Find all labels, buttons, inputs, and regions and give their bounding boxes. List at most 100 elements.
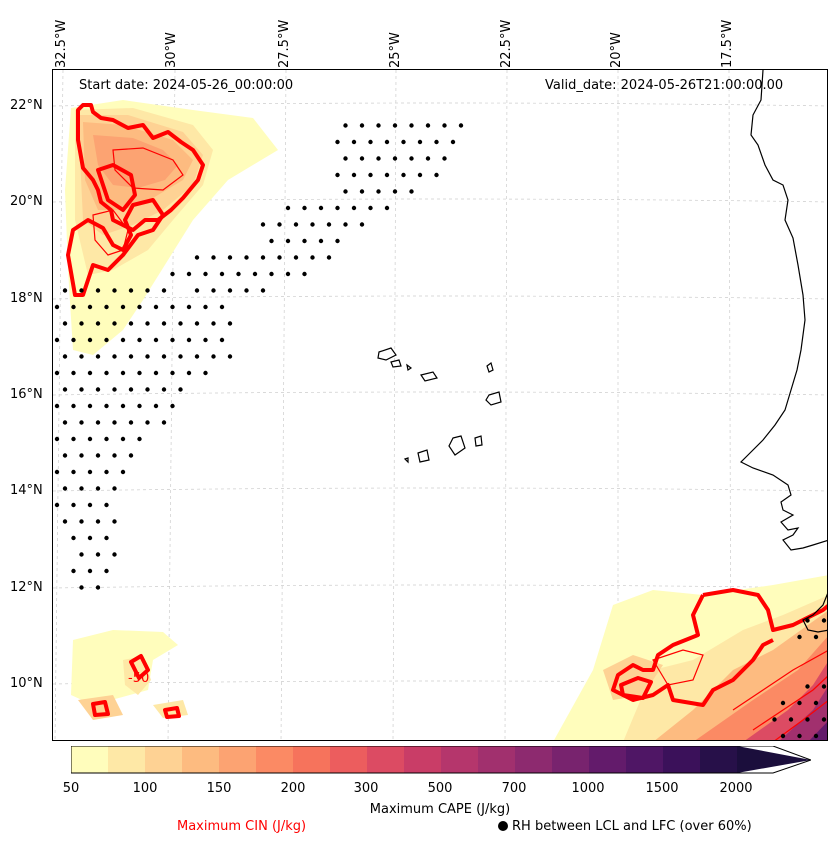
- rh-dot: [318, 205, 324, 211]
- rh-dot: [79, 354, 84, 359]
- rh-dot: [145, 420, 150, 425]
- colorbar-segment: [219, 746, 257, 773]
- rh-dot: [401, 172, 406, 178]
- rh-dot: [186, 271, 192, 277]
- rh-dot: [145, 288, 150, 293]
- rh-dot: [87, 568, 93, 574]
- rh-dot: [797, 700, 802, 706]
- rh-dot: [71, 337, 76, 343]
- rh-dot: [277, 222, 282, 227]
- rh-dot: [442, 123, 447, 128]
- rh-dot: [318, 238, 324, 244]
- rh-dot: [227, 354, 233, 359]
- rh-dot: [359, 156, 365, 161]
- rh-dot: [112, 420, 117, 425]
- rh-dot: [54, 469, 60, 475]
- rh-dot: [104, 568, 109, 574]
- rh-dot: [392, 189, 398, 194]
- rh-dot: [95, 519, 101, 524]
- rh-dot: [87, 337, 93, 343]
- rh-dot: [211, 321, 216, 326]
- rh-dot: [137, 370, 142, 376]
- rh-dot: [95, 453, 101, 458]
- rh-dot: [54, 370, 60, 376]
- rh-dot: [120, 469, 126, 475]
- map-canvas: -50: [53, 70, 827, 740]
- rh-dot: [137, 403, 142, 409]
- rh-dot: [87, 304, 93, 310]
- rh-dot: [821, 684, 827, 689]
- rh-dot: [170, 271, 175, 277]
- rh-dot: [120, 337, 126, 343]
- rh-dot: [128, 387, 134, 392]
- colorbar-segments: [71, 746, 811, 773]
- rh-dot: [71, 469, 76, 475]
- rh-dot: [392, 123, 398, 128]
- rh-dot: [194, 255, 200, 260]
- rh-dot: [343, 123, 348, 128]
- rh-dot: [120, 370, 126, 376]
- rh-dot: [71, 436, 76, 442]
- rh-dot: [112, 486, 117, 491]
- rh-dot: [95, 288, 101, 293]
- colorbar-segment: [589, 746, 627, 773]
- rh-dot: [417, 172, 423, 178]
- rh-dot: [335, 205, 340, 211]
- rh-dot: [326, 255, 332, 260]
- colorbar-label: Maximum CAPE (J/kg): [369, 802, 511, 817]
- colorbar-extend-arrow: [737, 746, 811, 773]
- rh-dot: [161, 321, 167, 326]
- rh-dot: [128, 420, 134, 425]
- rh-dot: [310, 255, 315, 260]
- rh-dot: [805, 618, 810, 623]
- rh-dot: [145, 354, 150, 359]
- cb-tick-1000: 1000: [571, 781, 605, 796]
- rh-dot: [128, 354, 134, 359]
- cb-tick-100: 100: [132, 781, 158, 796]
- rh-dot: [153, 370, 159, 376]
- rh-dot: [359, 123, 365, 128]
- cape-verde-islands: [377, 347, 502, 464]
- rh-dot: [417, 139, 423, 145]
- lon-label-32-5w: 32.5°W: [54, 19, 69, 68]
- rh-dot: [87, 370, 93, 376]
- rh-dot: [310, 222, 315, 227]
- rh-dot: [805, 684, 810, 689]
- lat-label-16n: 16°N: [10, 387, 43, 402]
- rh-dot: [62, 387, 68, 392]
- cape-colorbar: [71, 746, 811, 774]
- rh-dot: [112, 387, 117, 392]
- rh-dot: [780, 700, 786, 706]
- rh-dot: [104, 469, 109, 475]
- africa-coastline: [739, 70, 827, 551]
- rh-dot: [351, 139, 357, 145]
- rh-dot: [54, 436, 60, 442]
- rh-dot: [137, 304, 142, 310]
- start-date: Start date: 2024-05-26_00:00:00: [79, 78, 294, 93]
- rh-dot: [178, 321, 183, 326]
- rh-dot: [368, 139, 373, 145]
- rh-dot: [79, 321, 84, 326]
- rh-dot: [62, 420, 68, 425]
- rh-dot: [392, 156, 398, 161]
- rh-dot: [178, 387, 183, 392]
- rh-dot: [170, 304, 175, 310]
- rh-dot: [79, 585, 84, 590]
- lat-label-20n: 20°N: [10, 194, 43, 209]
- cin-contours: [66, 103, 827, 719]
- rh-dot: [79, 552, 84, 557]
- rh-dot: [62, 486, 68, 491]
- rh-dot: [434, 139, 439, 145]
- rh-dot: [285, 238, 291, 244]
- rh-dot: [71, 502, 76, 508]
- rh-dot: [62, 321, 68, 326]
- rh-dot: [425, 123, 431, 128]
- cb-tick-200: 200: [280, 781, 306, 796]
- map-panel: -50: [52, 69, 828, 741]
- rh-dot: [153, 304, 159, 310]
- rh-dot: [145, 321, 150, 326]
- rh-dot: [87, 403, 93, 409]
- lat-label-10n: 10°N: [10, 676, 43, 691]
- rh-dot: [137, 337, 142, 343]
- rh-dot: [104, 502, 109, 508]
